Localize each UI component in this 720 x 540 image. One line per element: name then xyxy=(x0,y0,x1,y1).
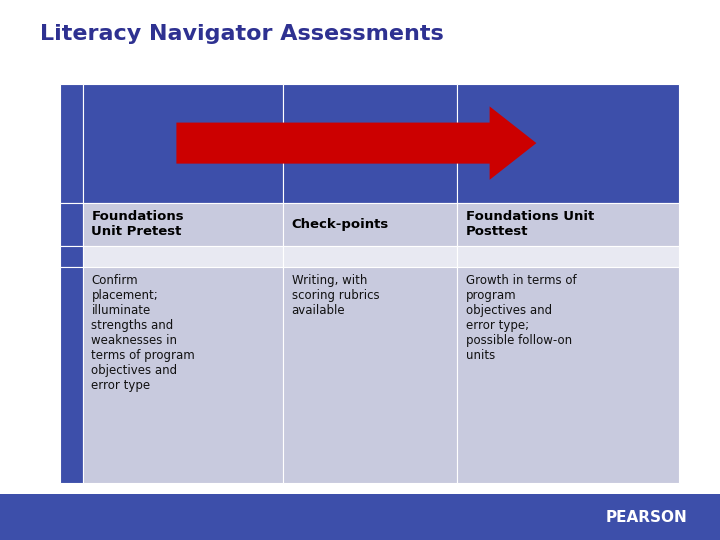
Bar xyxy=(457,84,679,202)
Text: Foundations Unit
Posttest: Foundations Unit Posttest xyxy=(466,210,594,238)
Bar xyxy=(457,246,679,267)
Bar xyxy=(60,267,83,483)
Text: Confirm
placement;
illuminate
strengths and
weaknesses in
terms of program
objec: Confirm placement; illuminate strengths … xyxy=(91,274,195,392)
Bar xyxy=(0,494,720,540)
Bar xyxy=(283,267,457,483)
Bar xyxy=(283,246,457,267)
Bar xyxy=(83,267,283,483)
Text: Literacy Navigator Assessments: Literacy Navigator Assessments xyxy=(40,24,444,44)
Bar xyxy=(60,202,83,246)
Bar xyxy=(283,202,457,246)
Text: Growth in terms of
program
objectives and
error type;
possible follow-on
units: Growth in terms of program objectives an… xyxy=(466,274,577,362)
Bar xyxy=(83,246,283,267)
Text: Check-points: Check-points xyxy=(292,218,389,231)
Bar xyxy=(83,202,283,246)
Bar xyxy=(283,84,457,202)
Text: Writing, with
scoring rubrics
available: Writing, with scoring rubrics available xyxy=(292,274,379,317)
Bar xyxy=(457,267,679,483)
Bar xyxy=(457,202,679,246)
Bar xyxy=(60,246,83,267)
Text: PEARSON: PEARSON xyxy=(606,510,688,524)
Text: Foundations
Unit Pretest: Foundations Unit Pretest xyxy=(91,210,184,238)
Polygon shape xyxy=(176,106,536,180)
Bar xyxy=(60,84,83,202)
Bar xyxy=(83,84,283,202)
